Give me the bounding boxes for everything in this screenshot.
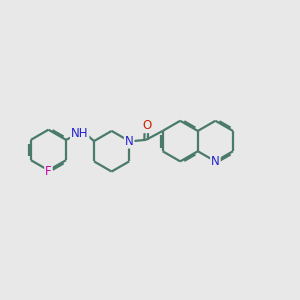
Text: N: N bbox=[211, 155, 220, 168]
Text: F: F bbox=[45, 165, 52, 178]
Text: O: O bbox=[142, 119, 151, 132]
Text: N: N bbox=[125, 135, 134, 148]
Text: NH: NH bbox=[71, 127, 88, 140]
